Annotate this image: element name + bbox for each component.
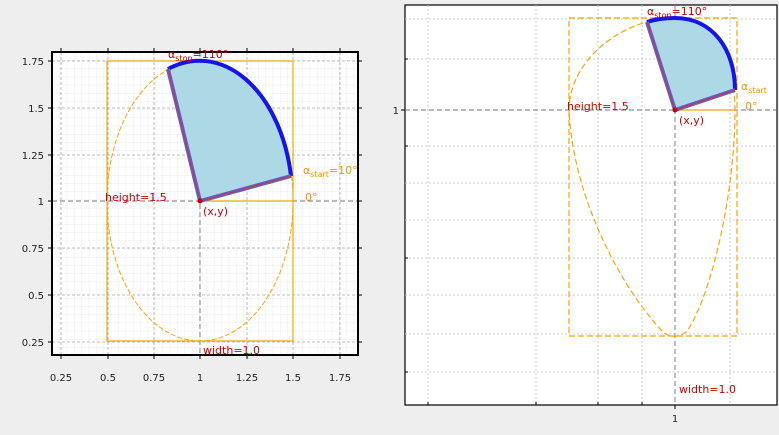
right-alpha-start-label: αstart <box>741 80 767 95</box>
left-y-tick: 1.75 <box>22 57 44 68</box>
left-stop-radius-center <box>167 68 201 202</box>
left-x-tick: 1.5 <box>285 373 301 384</box>
left-y-tick: 0.25 <box>22 338 44 349</box>
left-x-tick: 1.75 <box>329 373 351 384</box>
left-x-tick: 1.25 <box>236 373 258 384</box>
left-y-tick: 1.25 <box>22 151 44 162</box>
right-ellipse <box>568 17 736 337</box>
left-alpha-start-label: αstart=10° <box>303 164 358 179</box>
left-plot-svg: 1.75 1.5 1.25 1 0.75 0.5 0.25 0.25 0.5 0… <box>22 48 362 384</box>
right-plot-svg: 1 1 αstop=110° αstart 0° height=1.5 widt… <box>393 4 778 425</box>
right-bounding-box <box>568 17 738 337</box>
right-origin-label: (x,y) <box>679 114 704 127</box>
right-plot-panel: 1 1 αstop=110° αstart 0° height=1.5 widt… <box>383 0 779 431</box>
right-x-tick: 1 <box>672 414 678 425</box>
left-y-tick: 1.5 <box>28 104 44 115</box>
left-zero-degree-label: 0° <box>305 191 318 204</box>
right-arc-outline <box>646 15 737 91</box>
right-alpha-stop-label: αstop=110° <box>647 5 707 20</box>
right-width-label: width=1.0 <box>679 383 736 396</box>
left-origin-label: (x,y) <box>203 205 228 218</box>
right-origin-point <box>672 107 678 113</box>
right-stop-radius-center <box>646 21 676 111</box>
left-x-tick: 0.25 <box>50 373 72 384</box>
right-frame-ticks <box>401 58 676 409</box>
right-height-label: height=1.5 <box>567 100 629 113</box>
left-x-tick: 0.5 <box>100 373 116 384</box>
left-y-tick-labels: 1.75 1.5 1.25 1 0.75 0.5 0.25 <box>22 57 44 349</box>
right-y-tick: 1 <box>393 106 399 117</box>
left-width-label: width=1.0 <box>203 344 260 357</box>
left-y-tick: 1 <box>38 197 44 208</box>
left-frame-ticks <box>48 48 362 359</box>
left-x-tick-labels: 0.25 0.5 0.75 1 1.25 1.5 1.75 <box>50 373 351 384</box>
left-x-tick: 0.75 <box>143 373 165 384</box>
left-height-label: height=1.5 <box>105 191 167 204</box>
left-plot-frame <box>51 51 359 356</box>
right-zero-degree-label: 0° <box>745 100 758 113</box>
left-origin-point <box>197 198 203 204</box>
left-x-tick: 1 <box>197 373 203 384</box>
left-alpha-stop-label: αstop=110° <box>168 48 228 63</box>
left-y-tick: 0.75 <box>22 244 44 255</box>
left-arc-outline <box>167 58 293 177</box>
right-start-radius-center <box>674 89 736 111</box>
left-start-radius-center <box>199 175 292 202</box>
left-y-tick: 0.5 <box>28 291 44 302</box>
left-plot-panel: 1.75 1.5 1.25 1 0.75 0.5 0.25 0.25 0.5 0… <box>0 0 380 431</box>
